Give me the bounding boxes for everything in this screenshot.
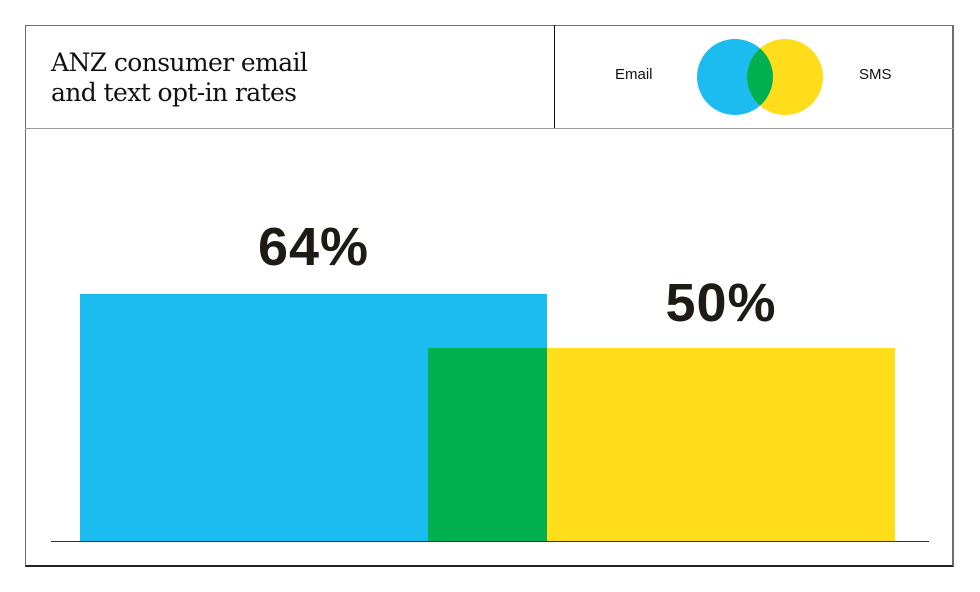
legend-label-sms: SMS <box>859 66 892 83</box>
x-axis-baseline <box>51 541 929 542</box>
data-label-sms: 50% <box>665 273 777 334</box>
legend-label-email: Email <box>615 66 653 83</box>
title-line-2: and text opt-in rates <box>51 78 297 107</box>
bar-overlap <box>428 348 547 541</box>
chart-frame <box>25 25 954 567</box>
title-line-1: ANZ consumer email <box>51 48 308 77</box>
header-divider-vertical <box>554 25 555 128</box>
chart-title: ANZ consumer email and text opt-in rates <box>51 48 308 108</box>
header-divider-horizontal <box>25 128 954 129</box>
venn-legend-icon <box>697 39 823 115</box>
data-label-email: 64% <box>257 217 370 277</box>
